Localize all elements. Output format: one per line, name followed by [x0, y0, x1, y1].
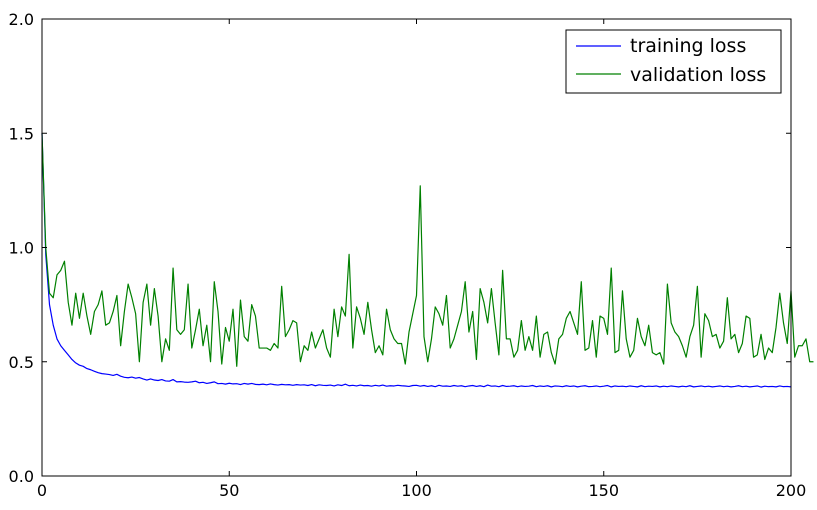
y-tick-label: 1.0 [9, 239, 34, 258]
series-line-validation-loss [41, 133, 814, 367]
legend-box [565, 29, 782, 94]
y-tick-labels: 0.0 0.5 1.0 1.5 2.0 [9, 10, 34, 486]
y-tick-label: 0.5 [9, 353, 34, 372]
y-tick-label: 2.0 [9, 10, 34, 29]
series-line-training-loss [41, 133, 792, 388]
plot-frame [41, 18, 792, 477]
y-tick-label: 1.5 [9, 124, 34, 143]
legend-label-training-loss: training loss [630, 35, 746, 57]
x-tick-labels: 0 50 100 150 200 [37, 481, 806, 500]
series-lines [41, 133, 814, 388]
x-tick-label: 0 [37, 481, 47, 500]
x-tick-label: 100 [401, 481, 432, 500]
y-tick-label: 0.0 [9, 467, 34, 486]
legend: training loss validation loss [565, 29, 782, 94]
x-tick-label: 200 [776, 481, 807, 500]
legend-label-validation-loss: validation loss [630, 64, 766, 86]
x-tick-label: 50 [219, 481, 239, 500]
x-tick-label: 150 [588, 481, 619, 500]
